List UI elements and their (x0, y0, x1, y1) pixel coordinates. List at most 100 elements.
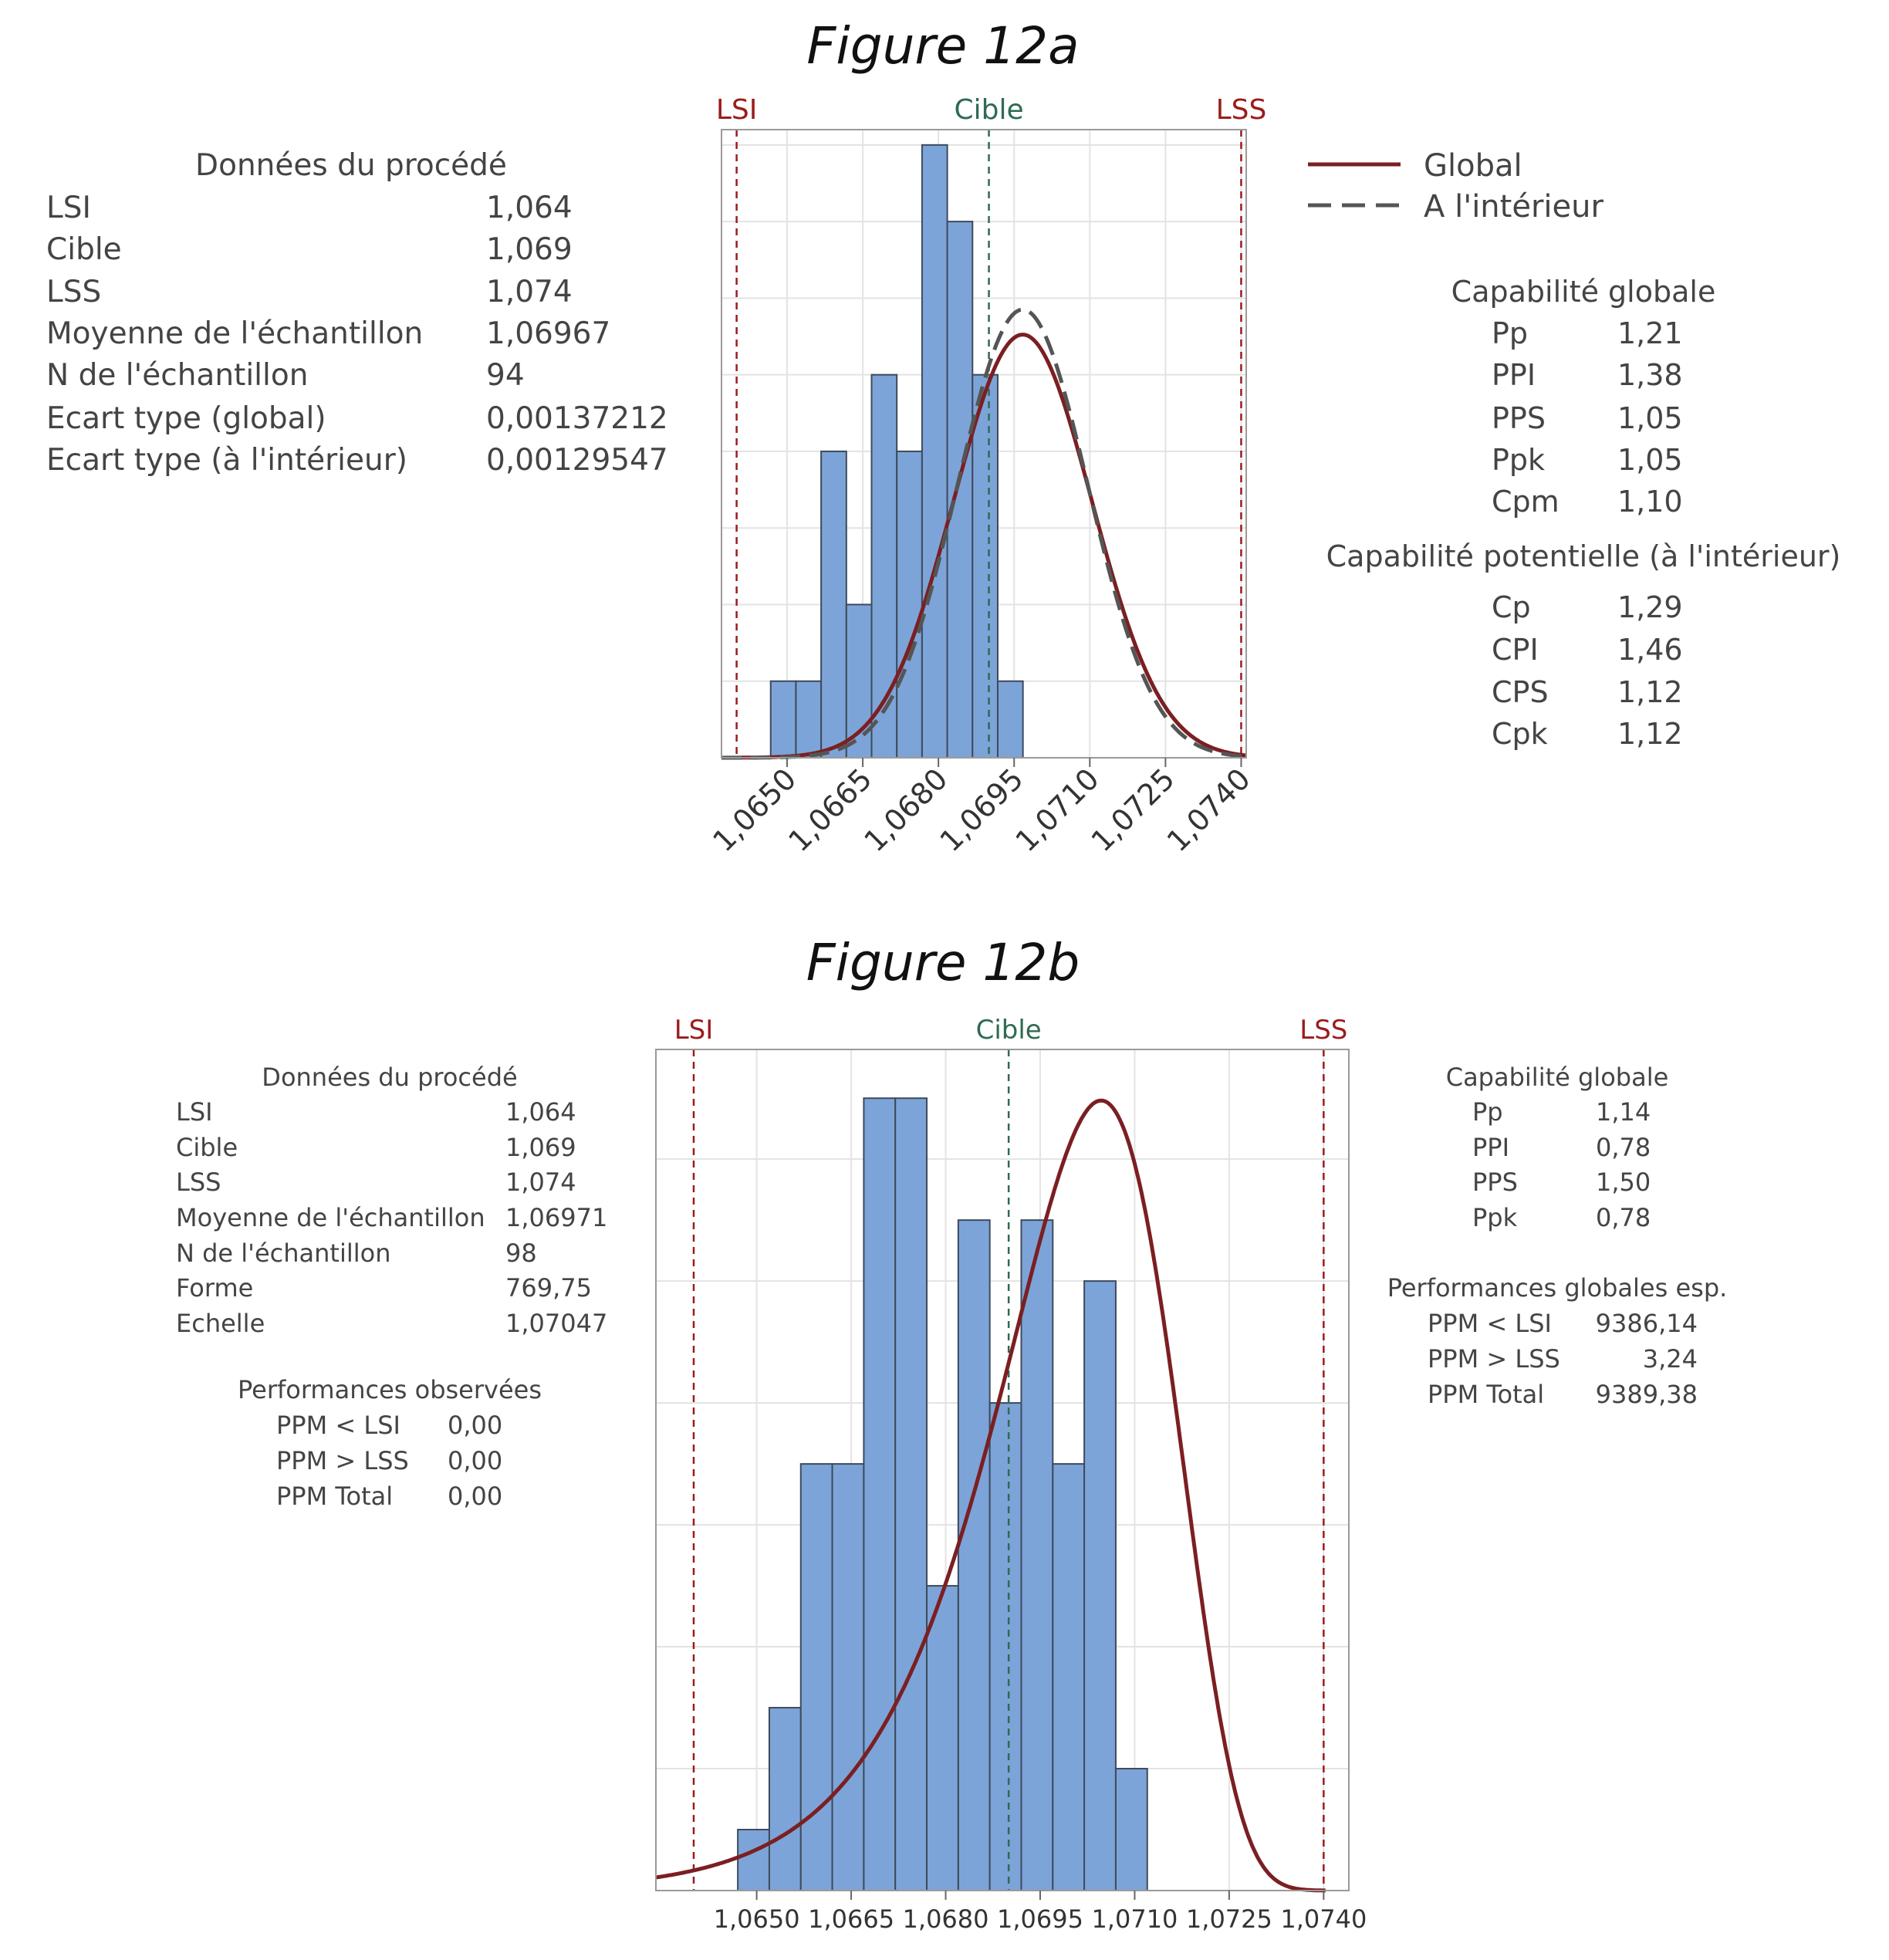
capability-value: 0,78 (1596, 1133, 1651, 1162)
figure-12a-legend: Global A l'intérieur (1308, 148, 1603, 225)
histogram-bar (946, 221, 974, 759)
histogram-bar (845, 603, 873, 759)
histogram-bar (1114, 1768, 1148, 1892)
process-data-label: LSI (176, 1097, 213, 1127)
capability-value: 1,12 (1617, 717, 1683, 751)
capability-value: 1,50 (1596, 1168, 1651, 1197)
histogram-bar (820, 450, 847, 759)
histogram-bar (799, 1463, 833, 1891)
process-data-label: Ecart type (à l'intérieur) (46, 443, 407, 478)
process-data-value: 1,069 (486, 232, 573, 267)
figure-12b-expected-performance: Performances globales esp. PPM < LSI 938… (1387, 1273, 1728, 1409)
process-data-value: 1,06967 (486, 316, 610, 351)
x-tick-label: 1,0740 (1280, 1904, 1367, 1934)
process-data-label: LSI (46, 191, 91, 225)
process-data-label: Cible (46, 232, 122, 267)
capability-label: Ppk (1472, 1203, 1518, 1232)
capability-label: PPS (1472, 1168, 1518, 1197)
x-tick-label: 1,0695 (997, 1904, 1083, 1934)
process-data-value: 98 (505, 1239, 537, 1268)
figure-12b-observed-performance: Performances observées PPM < LSI 0,00 PP… (238, 1375, 542, 1511)
capability-value: 1,05 (1617, 443, 1683, 477)
x-tick-label: 1,0710 (1009, 762, 1106, 858)
process-data-label: LSS (176, 1168, 221, 1197)
figure-12a-capability-global: Capabilité globale Pp 1,21 PPI 1,38 PPS … (1451, 275, 1716, 519)
performance-label: PPM > LSS (1428, 1344, 1560, 1374)
process-data-label: Moyenne de l'échantillon (46, 316, 423, 351)
histogram-bar (1020, 1219, 1054, 1891)
capability-value: 1,21 (1617, 316, 1683, 350)
x-tick-label: 1,0650 (706, 762, 803, 858)
process-data-label: LSS (46, 275, 101, 309)
figure-12a-capability-potential: Capabilité potentielle (à l'intérieur) C… (1326, 539, 1841, 751)
x-tick-label: 1,0680 (857, 762, 954, 858)
x-tick-label: 1,0695 (933, 762, 1029, 858)
plot-frame (721, 129, 1247, 759)
capability-label: PPI (1472, 1133, 1509, 1162)
histogram-bar (737, 1829, 770, 1891)
capability-label: Pp (1472, 1097, 1503, 1127)
x-tick-label: 1,0725 (1085, 762, 1181, 858)
figure-12a-histogram: LSI Cible LSS 1,06501,06651,06801,06951,07… (706, 94, 1266, 858)
x-tick-label: 1,0665 (782, 762, 878, 858)
capability-label: CPS (1492, 675, 1549, 709)
capability-label: PPS (1492, 401, 1546, 435)
capability-value: 0,78 (1596, 1203, 1651, 1232)
process-data-value: 94 (486, 358, 525, 393)
performance-label: PPM Total (1428, 1380, 1544, 1409)
legend-global-label: Global (1424, 148, 1522, 184)
reference-label-lss: LSS (1299, 1015, 1347, 1046)
reference-label-cible: Cible (954, 94, 1023, 126)
histogram-bar (894, 1097, 928, 1891)
performance-label: PPM < LSI (1428, 1309, 1552, 1338)
performance-value: 0,00 (448, 1482, 502, 1511)
figure-12b-capability-global: Capabilité globale Pp 1,14 PPI 0,78 PPS … (1446, 1063, 1669, 1232)
process-data-value: 0,00137212 (486, 401, 668, 436)
process-data-heading: Données du procédé (262, 1063, 517, 1092)
histogram-bar (957, 1219, 991, 1891)
process-data-label: Echelle (176, 1309, 265, 1338)
capability-value: 1,05 (1617, 401, 1683, 435)
histogram-bar (831, 1463, 865, 1891)
process-data-label: Moyenne de l'échantillon (176, 1203, 485, 1232)
performance-label: PPM Total (276, 1482, 393, 1511)
histogram-bar (926, 1585, 959, 1892)
histogram-bar (1052, 1463, 1086, 1891)
histogram-bar (863, 1097, 897, 1891)
performance-label: PPM < LSI (276, 1411, 400, 1440)
process-data-value: 1,074 (505, 1168, 576, 1197)
histogram-bar (921, 144, 948, 759)
performance-value: 9386,14 (1596, 1309, 1698, 1338)
capability-value: 1,14 (1596, 1097, 1651, 1127)
histogram-bar (988, 1402, 1022, 1891)
capability-label: Cpm (1492, 485, 1560, 519)
process-data-label: Ecart type (global) (46, 401, 326, 436)
x-tick-label: 1,0650 (714, 1904, 800, 1934)
reference-label-lss: LSS (1216, 94, 1267, 126)
process-data-label: N de l'échantillon (46, 358, 308, 393)
reference-label-lsi: LSI (674, 1015, 714, 1046)
capability-value: 1,12 (1617, 675, 1683, 709)
capability-label: Cpk (1492, 717, 1548, 751)
histogram-bar (896, 450, 923, 759)
fit-curve (655, 1098, 1326, 1893)
capability-label: CPI (1492, 633, 1539, 667)
capability-potential-heading: Capabilité potentielle (à l'intérieur) (1326, 539, 1841, 573)
figure-12b-title: Figure 12b (806, 933, 1080, 992)
process-data-value: 1,064 (505, 1097, 576, 1127)
performance-value: 0,00 (448, 1411, 502, 1440)
observed-performance-heading: Performances observées (238, 1375, 542, 1404)
process-data-value: 1,069 (505, 1133, 576, 1162)
performance-label: PPM > LSS (276, 1446, 409, 1475)
histogram-bar (769, 680, 797, 759)
figure-12a-process-data: Données du procédé LSI 1,064 Cible 1,069… (46, 148, 668, 478)
process-data-value: 1,07047 (505, 1309, 607, 1338)
process-data-value: 1,064 (486, 191, 573, 225)
reference-label-lsi: LSI (716, 94, 758, 126)
capability-global-heading: Capabilité globale (1451, 275, 1716, 309)
capability-value: 1,10 (1617, 485, 1683, 519)
figure-12a-title: Figure 12a (806, 16, 1079, 76)
process-data-label: Cible (176, 1133, 238, 1162)
histogram-bar (795, 680, 823, 759)
